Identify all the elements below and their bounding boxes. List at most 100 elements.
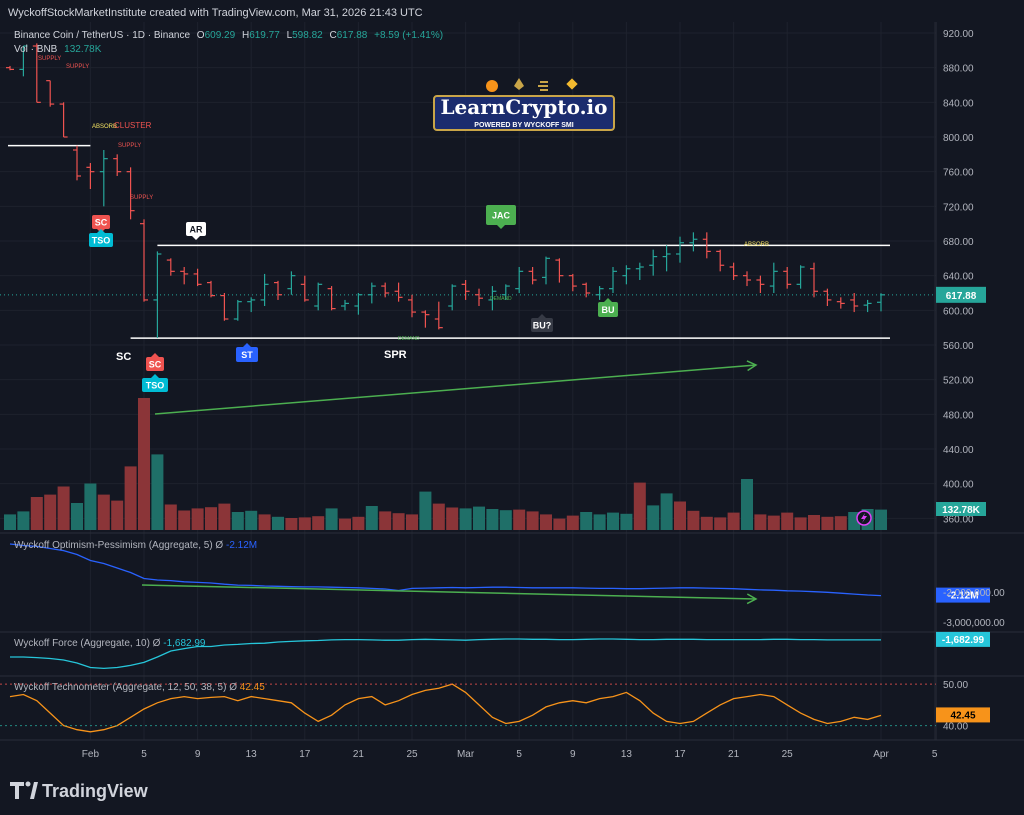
- price-bar: [475, 288, 483, 306]
- price-bar: [300, 275, 309, 302]
- bu-question-badge: BU?: [531, 314, 553, 332]
- price-bar: [166, 258, 175, 276]
- open-value: 609.29: [205, 30, 236, 41]
- volume-bar: [727, 512, 740, 530]
- price-bar: [73, 145, 81, 181]
- supply-label: SUPPLY: [118, 143, 141, 149]
- volume-bar: [834, 516, 847, 530]
- volume-bar: [406, 514, 418, 530]
- price-bar: [274, 280, 282, 300]
- price-bar: [810, 262, 818, 298]
- volume-bar: [4, 514, 16, 530]
- volume-bar: [57, 486, 70, 530]
- volume-bar: [231, 512, 244, 530]
- price-bar: [32, 43, 41, 103]
- ripple-icon: [538, 81, 548, 91]
- price-bar: [582, 282, 591, 298]
- price-bar: [649, 249, 658, 276]
- last-volume-badge: [936, 502, 986, 516]
- price-tick-label: 600.00: [943, 306, 974, 317]
- volume-bar: [432, 503, 445, 530]
- price-bar: [702, 232, 711, 259]
- price-tick-label: 680.00: [943, 237, 974, 248]
- volume-bar: [794, 517, 807, 530]
- price-bar: [233, 299, 242, 321]
- time-axis[interactable]: Feb 5 9 13 17 21 25 Mar 5 9 13 17 21 25 Apr 5: [82, 749, 938, 760]
- volume-bar: [593, 514, 606, 530]
- volume-bar: [218, 503, 231, 530]
- volume-bar: [298, 517, 311, 530]
- date-tick-label: 13: [621, 749, 633, 760]
- force-line: [10, 638, 881, 670]
- absorb-label: ABSORB: [744, 242, 769, 248]
- price-bar: [153, 251, 162, 339]
- optimism-pessimism-tick: -3,000,000.00: [943, 618, 1005, 629]
- volume-bar: [205, 507, 217, 530]
- volume-bar: [379, 511, 392, 530]
- price-bar: [19, 45, 28, 77]
- last-price-badge: [936, 286, 986, 303]
- price-bar: [180, 267, 189, 285]
- st-badge: ST: [236, 343, 258, 362]
- date-tick-label: 17: [674, 749, 686, 760]
- svg-text:TradingView: TradingView: [42, 781, 149, 801]
- date-tick-label: Mar: [457, 749, 475, 760]
- supply-label: SUPPLY: [38, 56, 61, 62]
- tradingview-logo[interactable]: TradingView: [10, 781, 149, 801]
- optimism-trend-arrow-head: [746, 593, 758, 605]
- volume-bar: [486, 509, 499, 530]
- price-tick-label: 440.00: [943, 445, 974, 456]
- date-tick-label: 5: [932, 749, 938, 760]
- svg-text:BU: BU: [602, 305, 615, 315]
- candlestick-series[interactable]: [6, 43, 885, 339]
- price-bar: [193, 268, 202, 287]
- volume-bar: [84, 483, 97, 530]
- price-tick-label: 640.00: [943, 272, 974, 283]
- date-tick-label: 21: [728, 749, 740, 760]
- price-bar: [220, 293, 229, 321]
- trend-arrows: [141, 360, 758, 605]
- price-bar: [46, 80, 55, 107]
- force-title: Wyckoff Force (Aggregate, 10) Ø -1,682.9…: [14, 638, 206, 649]
- chart-credit: WyckoffStockMarketInstitute created with…: [8, 7, 423, 19]
- date-tick-label: 21: [353, 749, 365, 760]
- price-bar: [434, 301, 443, 330]
- svg-text:TSO: TSO: [146, 381, 165, 391]
- volume-bar: [365, 506, 378, 530]
- close-value: 617.88: [337, 30, 368, 41]
- jac-badge: JAC: [486, 205, 516, 229]
- date-tick-label: Apr: [873, 749, 889, 760]
- sc-label: SC: [116, 351, 131, 363]
- absorb-label: ABSORB: [92, 124, 117, 130]
- volume-bar: [272, 516, 284, 530]
- price-bar: [314, 282, 323, 311]
- legend-row: Binance Coin / TetherUS · 1D · Binance O…: [14, 30, 443, 55]
- volume-bar: [312, 516, 325, 530]
- ethereum-icon: [514, 78, 524, 90]
- technometer-tick: 50.00: [943, 680, 968, 691]
- volume-bar: [97, 494, 110, 530]
- optimism-pessimism-title: Wyckoff Optimism-Pessimism (Aggregate, 5…: [14, 540, 257, 551]
- price-bar: [247, 297, 256, 313]
- price-tick-label: 920.00: [943, 29, 974, 40]
- volume-label: Vol · BNB: [14, 44, 58, 55]
- price-bar: [595, 286, 604, 300]
- price-tick-label: 520.00: [943, 376, 974, 387]
- volume-bar: [499, 510, 512, 530]
- date-tick-label: 13: [246, 749, 258, 760]
- volume-bar: [392, 513, 405, 530]
- volume-bar: [647, 505, 660, 530]
- price-bar: [448, 284, 457, 311]
- date-tick-label: 9: [570, 749, 576, 760]
- volume-bar: [580, 512, 593, 530]
- price-bar: [99, 150, 108, 207]
- volume-bar: [566, 515, 579, 530]
- range-levels: [0, 144, 936, 339]
- price-axis[interactable]: 920.00 880.00 840.00 800.00 760.00 720.00 680.…: [936, 29, 986, 525]
- price-bar: [260, 273, 269, 306]
- price-bar: [421, 310, 430, 328]
- price-bar: [756, 275, 765, 293]
- volume-bar: [124, 466, 137, 530]
- price-bar: [568, 273, 577, 292]
